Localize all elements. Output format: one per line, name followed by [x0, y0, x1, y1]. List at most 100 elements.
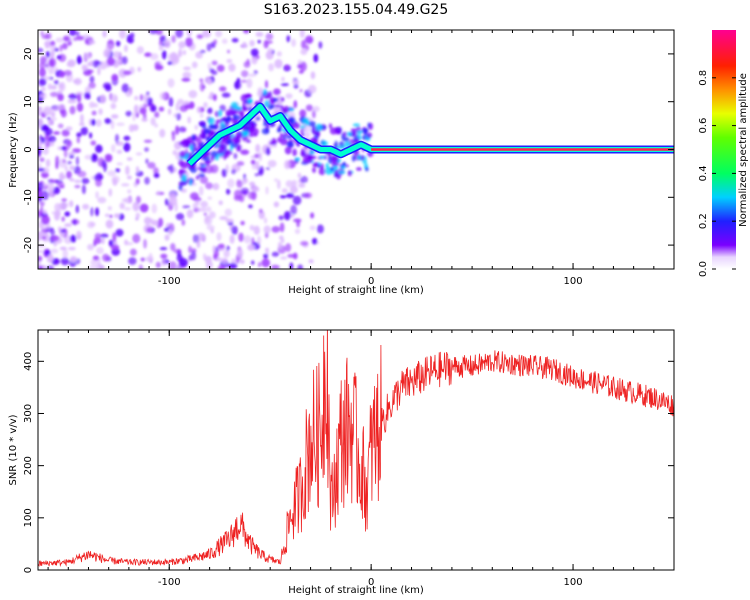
noise-blob	[89, 40, 96, 45]
noise-blob	[242, 178, 246, 185]
noise-blob	[206, 224, 215, 231]
noise-blob	[236, 161, 245, 166]
signal-blob	[205, 160, 210, 167]
noise-blob	[39, 93, 43, 98]
noise-blob	[146, 227, 153, 233]
snr-panel: -100 0 100 0 100 200 300 400 Height of straight…	[8, 329, 675, 596]
noise-blob	[156, 190, 160, 196]
noise-blob	[89, 75, 95, 83]
noise-blob	[300, 241, 309, 246]
noise-blob	[249, 224, 255, 231]
noise-blob	[285, 243, 292, 252]
noise-blob	[212, 182, 220, 191]
signal-blob	[188, 178, 193, 186]
colorbar-tick-label: 0.4	[698, 165, 709, 181]
noise-blob	[149, 53, 159, 61]
noise-blob	[38, 255, 43, 262]
snr-xtick-label: 100	[564, 577, 583, 588]
noise-blob	[135, 166, 140, 173]
noise-blob	[108, 188, 113, 197]
noise-blob	[211, 70, 218, 76]
noise-blob	[60, 257, 70, 266]
noise-blob	[97, 67, 101, 76]
noise-blob	[293, 218, 302, 223]
noise-blob	[281, 76, 285, 82]
noise-blob	[202, 30, 212, 38]
noise-blob	[78, 122, 85, 127]
signal-blob	[339, 145, 346, 149]
noise-blob	[126, 157, 133, 161]
noise-blob	[86, 69, 94, 74]
noise-blob	[256, 235, 262, 245]
noise-blob	[216, 64, 225, 72]
noise-blob	[56, 182, 65, 187]
noise-blob	[87, 243, 94, 251]
noise-blob	[62, 35, 70, 42]
signal-blob	[226, 139, 234, 145]
noise-blob	[299, 30, 305, 39]
noise-blob	[139, 94, 144, 101]
noise-blob	[211, 60, 218, 66]
signal-blob	[197, 166, 204, 170]
noise-blob	[93, 241, 97, 247]
noise-blob	[199, 176, 209, 184]
signal-blob	[308, 120, 316, 128]
noise-blob	[137, 66, 142, 72]
signal-blob	[347, 170, 353, 177]
noise-blob	[271, 226, 281, 233]
noise-blob	[76, 56, 83, 65]
signal-blob	[276, 128, 282, 133]
noise-blob	[169, 164, 175, 174]
noise-blob	[279, 195, 287, 199]
noise-blob	[226, 245, 230, 251]
signal-blob	[186, 136, 194, 145]
noise-blob	[124, 207, 131, 211]
noise-blob	[281, 188, 288, 194]
noise-blob	[170, 243, 176, 251]
noise-blob	[56, 55, 62, 60]
signal-blob	[292, 148, 297, 157]
signal-blob	[202, 166, 207, 173]
noise-blob	[45, 50, 51, 58]
noise-blob	[265, 147, 271, 156]
noise-blob	[308, 259, 314, 264]
signal-blob	[312, 166, 316, 173]
noise-blob	[107, 170, 116, 177]
noise-blob	[44, 249, 51, 256]
noise-blob	[135, 152, 143, 156]
noise-blob	[129, 248, 137, 256]
spectrogram-xlabel: Height of straight line (km)	[288, 285, 424, 296]
noise-blob	[231, 225, 238, 235]
noise-blob	[217, 243, 225, 249]
noise-blob	[52, 186, 61, 195]
signal-blob	[346, 131, 352, 137]
signal-blob	[365, 166, 369, 172]
signal-blob	[315, 123, 323, 132]
noise-blob	[300, 48, 308, 55]
noise-blob	[50, 248, 59, 254]
noise-blob	[107, 206, 112, 211]
snr-plot-area	[38, 330, 674, 567]
noise-blob	[70, 234, 77, 243]
noise-blob	[185, 37, 193, 48]
noise-blob	[115, 168, 121, 173]
noise-blob	[116, 122, 125, 126]
noise-blob	[65, 144, 70, 151]
noise-blob	[80, 126, 89, 136]
noise-blob	[115, 40, 121, 47]
noise-blob	[62, 249, 69, 259]
noise-blob	[48, 76, 54, 81]
noise-blob	[221, 92, 231, 98]
noise-blob	[54, 202, 61, 212]
noise-blob	[119, 202, 125, 210]
colorbar-tick-label: 0.0	[698, 261, 709, 277]
noise-blob	[39, 56, 47, 65]
noise-blob	[305, 104, 313, 112]
noise-blob	[104, 118, 112, 124]
signal-blob	[233, 106, 239, 110]
noise-blob	[76, 136, 80, 144]
signal-blob	[300, 127, 304, 135]
noise-blob	[57, 93, 64, 102]
noise-blob	[263, 253, 269, 259]
